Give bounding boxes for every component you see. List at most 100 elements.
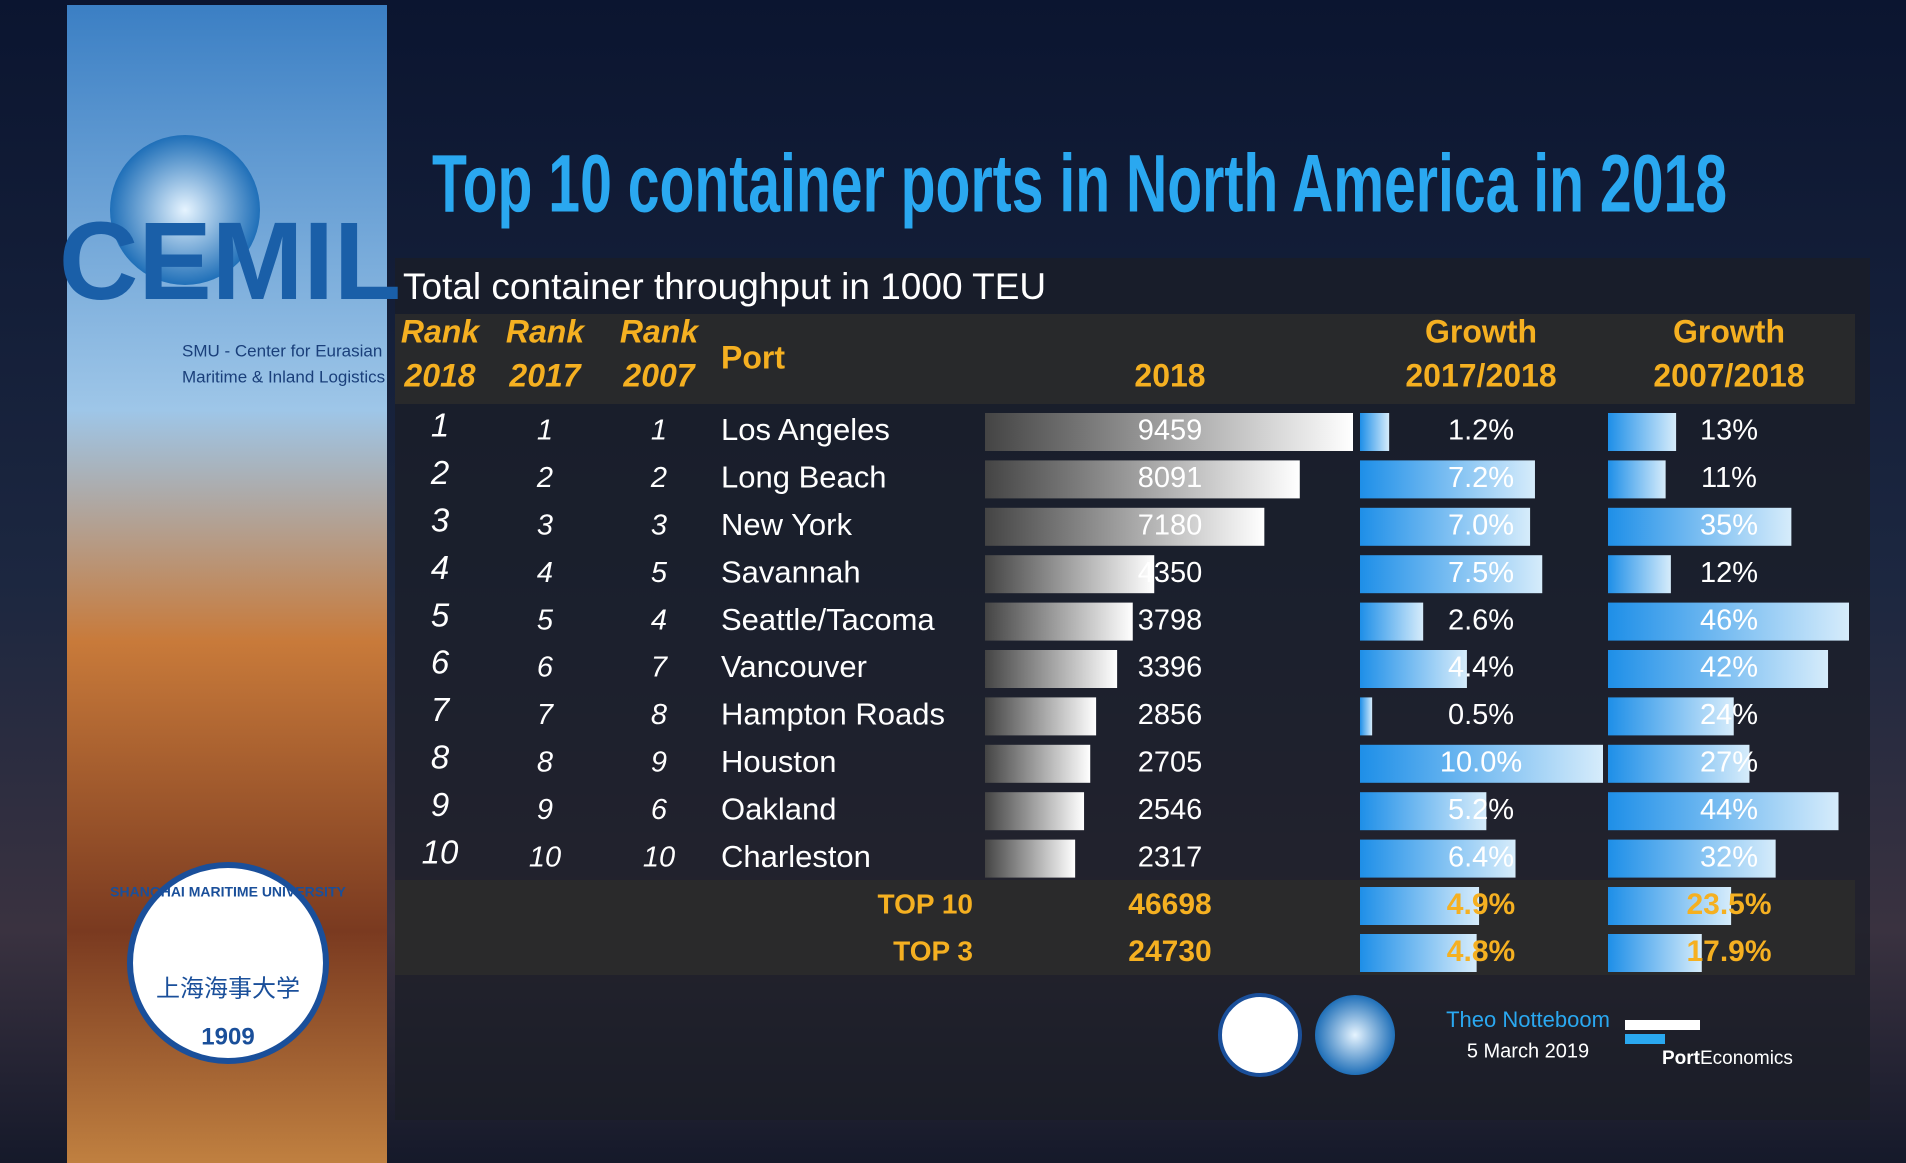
rank-2018: 9 — [431, 786, 449, 823]
port-name: Savannah — [721, 554, 861, 589]
throughput: 3396 — [1138, 652, 1203, 684]
total-growth: 23.5% — [1686, 888, 1771, 921]
total-growth: 4.8% — [1447, 935, 1515, 968]
author: Theo Notteboom — [1446, 1007, 1610, 1032]
brand-mark — [1625, 1020, 1700, 1030]
port-name: Long Beach — [721, 460, 886, 495]
rank-2017: 1 — [537, 415, 553, 447]
growth-2007-2018: 11% — [1701, 462, 1757, 494]
growth-2017-2018: 1.2% — [1448, 415, 1514, 447]
growth-2017-2018: 7.2% — [1448, 462, 1514, 494]
column-header: Growth — [1673, 313, 1785, 349]
brand-rest: Economics — [1700, 1048, 1793, 1069]
column-header: 2007 — [622, 357, 696, 393]
rank-2007: 1 — [651, 415, 667, 447]
rank-2018: 7 — [431, 691, 451, 728]
data-bar — [985, 603, 1133, 641]
data-bar — [985, 792, 1084, 830]
logo-caption: SMU - Center for Eurasian — [182, 341, 382, 360]
rank-2018: 6 — [431, 644, 450, 681]
brand-mark — [1625, 1034, 1665, 1044]
growth-2007-2018: 24% — [1700, 699, 1758, 731]
port-name: Oakland — [721, 791, 836, 826]
port-name: Vancouver — [721, 649, 867, 684]
footer-seal — [1220, 995, 1300, 1075]
port-name: Houston — [721, 744, 836, 779]
page: CEMIL SMU - Center for Eurasian Maritime… — [0, 0, 1906, 1163]
logo-caption: Maritime & Inland Logistics — [182, 367, 385, 386]
total-growth: 17.9% — [1686, 935, 1771, 968]
rank-2017: 7 — [537, 699, 555, 731]
rank-2007: 8 — [651, 699, 667, 731]
port-name: Seattle/Tacoma — [721, 602, 935, 637]
growth-2017-2018: 5.2% — [1448, 794, 1514, 826]
data-bar — [1360, 413, 1389, 451]
rank-2018: 8 — [431, 739, 450, 776]
throughput: 7180 — [1138, 509, 1203, 541]
rank-2017: 4 — [537, 557, 553, 589]
data-bar — [1360, 697, 1372, 735]
rank-2017: 6 — [537, 652, 554, 684]
rank-2018: 2 — [430, 454, 449, 491]
seal-year: 1909 — [201, 1023, 254, 1050]
rank-2017: 9 — [537, 794, 553, 826]
growth-2007-2018: 27% — [1700, 746, 1758, 778]
throughput: 4350 — [1138, 557, 1203, 589]
total-throughput: 46698 — [1128, 888, 1211, 921]
total-growth: 4.9% — [1447, 888, 1515, 921]
growth-2017-2018: 7.5% — [1448, 557, 1514, 589]
growth-2007-2018: 32% — [1700, 841, 1758, 873]
rank-2018: 10 — [422, 833, 459, 870]
rank-2007: 6 — [651, 794, 668, 826]
growth-2017-2018: 2.6% — [1448, 604, 1514, 636]
growth-2007-2018: 13% — [1700, 415, 1758, 447]
port-name: New York — [721, 507, 852, 542]
rank-2007: 5 — [651, 557, 668, 589]
throughput: 8091 — [1138, 462, 1203, 494]
growth-2017-2018: 6.4% — [1448, 841, 1514, 873]
growth-2007-2018: 44% — [1700, 794, 1758, 826]
column-header: Growth — [1425, 313, 1537, 349]
rank-2017: 8 — [537, 746, 553, 778]
rank-2017: 2 — [536, 462, 553, 494]
rank-2007: 4 — [651, 604, 667, 636]
growth-2007-2018: 46% — [1700, 604, 1758, 636]
growth-2007-2018: 42% — [1700, 652, 1758, 684]
rank-2018: 1 — [431, 407, 449, 444]
growth-2017-2018: 10.0% — [1440, 746, 1522, 778]
column-header: 2017/2018 — [1405, 357, 1556, 393]
total-label: TOP 10 — [878, 888, 973, 919]
seal-name: SHANGHAI MARITIME UNIVERSITY — [110, 884, 346, 900]
column-header: Rank — [401, 313, 481, 349]
rank-2017: 5 — [537, 604, 554, 636]
column-header: Rank — [620, 313, 700, 349]
total-throughput: 24730 — [1128, 935, 1211, 968]
port-name: Los Angeles — [721, 412, 890, 447]
port-name: Charleston — [721, 839, 871, 874]
throughput: 2546 — [1138, 794, 1203, 826]
data-bar — [985, 508, 1264, 546]
growth-2017-2018: 0.5% — [1448, 699, 1514, 731]
rank-2007: 3 — [651, 509, 667, 541]
rank-2018: 5 — [431, 596, 450, 633]
column-header: Port — [721, 339, 785, 375]
data-bar — [985, 840, 1075, 878]
growth-2017-2018: 4.4% — [1448, 652, 1514, 684]
throughput: 9459 — [1138, 415, 1203, 447]
rank-2007: 9 — [651, 746, 667, 778]
total-label: TOP 3 — [893, 935, 973, 966]
infographic: CEMIL SMU - Center for Eurasian Maritime… — [0, 0, 1906, 1163]
seal-chinese: 上海海事大学 — [156, 975, 300, 1002]
port-name: Hampton Roads — [721, 697, 945, 732]
rank-2018: 3 — [431, 502, 450, 539]
growth-2017-2018: 7.0% — [1448, 509, 1514, 541]
data-bar — [985, 555, 1154, 593]
data-bar — [1608, 460, 1666, 498]
data-bar — [985, 745, 1090, 783]
data-bar — [1360, 603, 1423, 641]
data-bar — [985, 650, 1117, 688]
data-bar — [1608, 555, 1671, 593]
header-band — [395, 314, 1855, 404]
throughput: 2705 — [1138, 746, 1203, 778]
brand: PortEconomics — [1662, 1048, 1793, 1069]
